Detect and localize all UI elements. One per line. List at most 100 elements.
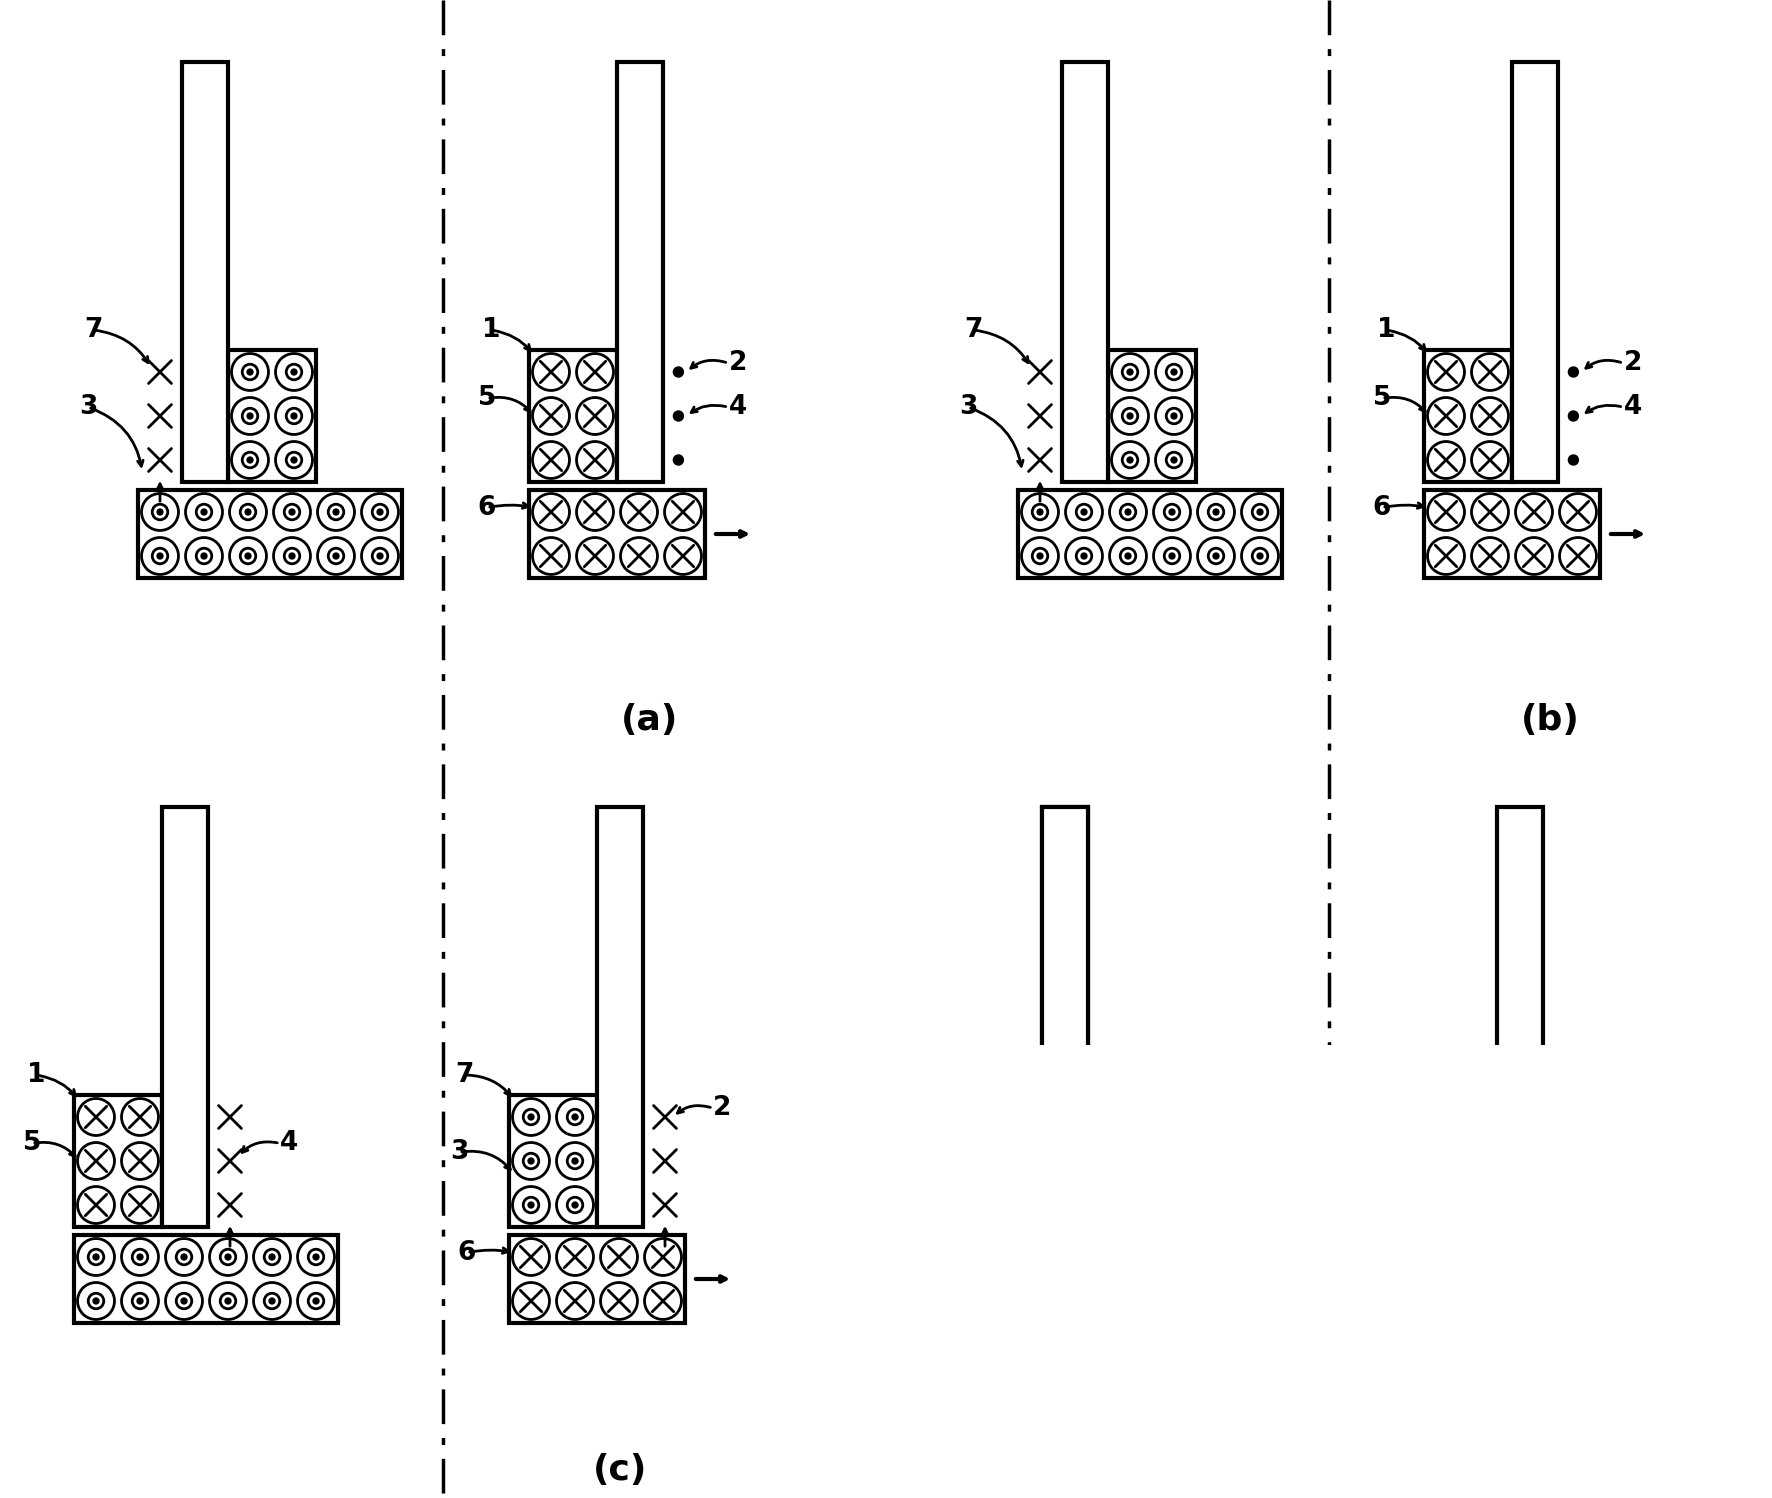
Text: 1: 1 [1377, 318, 1395, 343]
Circle shape [673, 410, 684, 421]
Bar [953, 1234, 1131, 1323]
Circle shape [136, 1299, 144, 1303]
Circle shape [1464, 1200, 1473, 1210]
Text: 7: 7 [455, 1062, 473, 1088]
Circle shape [1061, 1299, 1067, 1303]
Circle shape [314, 1299, 319, 1303]
Circle shape [1559, 1254, 1566, 1260]
Circle shape [377, 553, 383, 559]
Circle shape [1692, 1254, 1698, 1260]
Bar [1017, 490, 1281, 578]
Bar [74, 1234, 338, 1323]
Circle shape [1648, 1254, 1653, 1260]
Circle shape [973, 1254, 978, 1260]
Circle shape [333, 509, 338, 515]
Text: 1: 1 [482, 318, 500, 343]
Text: (d): (d) [1501, 1453, 1559, 1488]
Circle shape [1193, 1254, 1200, 1260]
Text: 6: 6 [1373, 494, 1391, 521]
Text: (b): (b) [1520, 703, 1579, 737]
Circle shape [200, 553, 207, 559]
Bar [74, 1095, 161, 1227]
Circle shape [1148, 1254, 1155, 1260]
Circle shape [572, 1201, 578, 1207]
Text: (a): (a) [622, 703, 679, 737]
Bar [1425, 490, 1600, 578]
Circle shape [1017, 1299, 1022, 1303]
Circle shape [245, 553, 252, 559]
Circle shape [1464, 1156, 1473, 1165]
Circle shape [1568, 367, 1579, 377]
Bar [1108, 351, 1196, 482]
Circle shape [245, 509, 252, 515]
Circle shape [181, 1254, 188, 1260]
Circle shape [314, 1254, 319, 1260]
Circle shape [136, 1254, 144, 1260]
Text: 5: 5 [23, 1131, 41, 1156]
Text: 2: 2 [728, 351, 746, 376]
Circle shape [1171, 457, 1177, 463]
Text: 2: 2 [1414, 1126, 1432, 1152]
Circle shape [269, 1299, 275, 1303]
Bar [1320, 1046, 1721, 1498]
Circle shape [291, 369, 298, 374]
Circle shape [973, 1299, 978, 1303]
Circle shape [673, 455, 684, 464]
Circle shape [333, 553, 338, 559]
Circle shape [181, 1299, 188, 1303]
Circle shape [377, 509, 383, 515]
Text: 1: 1 [907, 1062, 925, 1088]
Bar [1497, 807, 1543, 1227]
Circle shape [1648, 1299, 1653, 1303]
Bar [509, 1234, 686, 1323]
Text: 4: 4 [1161, 1104, 1178, 1129]
Text: 2: 2 [1623, 351, 1643, 376]
Circle shape [289, 509, 294, 515]
Bar [1425, 351, 1512, 482]
Bar [509, 1095, 597, 1227]
Bar [953, 1234, 1217, 1323]
Circle shape [94, 1254, 99, 1260]
Circle shape [673, 367, 684, 377]
Circle shape [528, 1201, 533, 1207]
Circle shape [1464, 1112, 1473, 1122]
Bar [953, 1095, 1042, 1227]
Circle shape [289, 553, 294, 559]
Text: 1: 1 [27, 1062, 46, 1088]
Text: 4: 4 [728, 394, 746, 421]
Circle shape [1193, 1299, 1200, 1303]
Circle shape [1473, 1254, 1478, 1260]
Circle shape [94, 1299, 99, 1303]
Text: 4: 4 [1623, 394, 1641, 421]
Bar [530, 351, 617, 482]
Circle shape [1171, 413, 1177, 419]
Circle shape [1604, 1299, 1611, 1303]
Circle shape [1692, 1299, 1698, 1303]
Circle shape [291, 457, 298, 463]
Text: 5: 5 [1373, 385, 1391, 412]
Circle shape [269, 1254, 275, 1260]
Circle shape [1473, 1299, 1478, 1303]
Circle shape [1568, 410, 1579, 421]
Circle shape [246, 413, 253, 419]
Circle shape [1125, 509, 1131, 515]
Circle shape [1171, 369, 1177, 374]
Circle shape [1517, 1254, 1522, 1260]
Circle shape [1170, 553, 1175, 559]
Text: 3: 3 [1161, 1161, 1178, 1188]
Circle shape [291, 413, 298, 419]
Bar [865, 1046, 1265, 1498]
Circle shape [1125, 553, 1131, 559]
Circle shape [1127, 457, 1132, 463]
Text: 3: 3 [450, 1138, 468, 1165]
Circle shape [200, 509, 207, 515]
Circle shape [246, 369, 253, 374]
Circle shape [572, 1115, 578, 1121]
Circle shape [1256, 553, 1263, 559]
Circle shape [225, 1254, 230, 1260]
Circle shape [225, 1299, 230, 1303]
Bar [229, 351, 315, 482]
Circle shape [1517, 1299, 1522, 1303]
Bar [161, 807, 207, 1227]
Text: 6: 6 [457, 1240, 477, 1266]
